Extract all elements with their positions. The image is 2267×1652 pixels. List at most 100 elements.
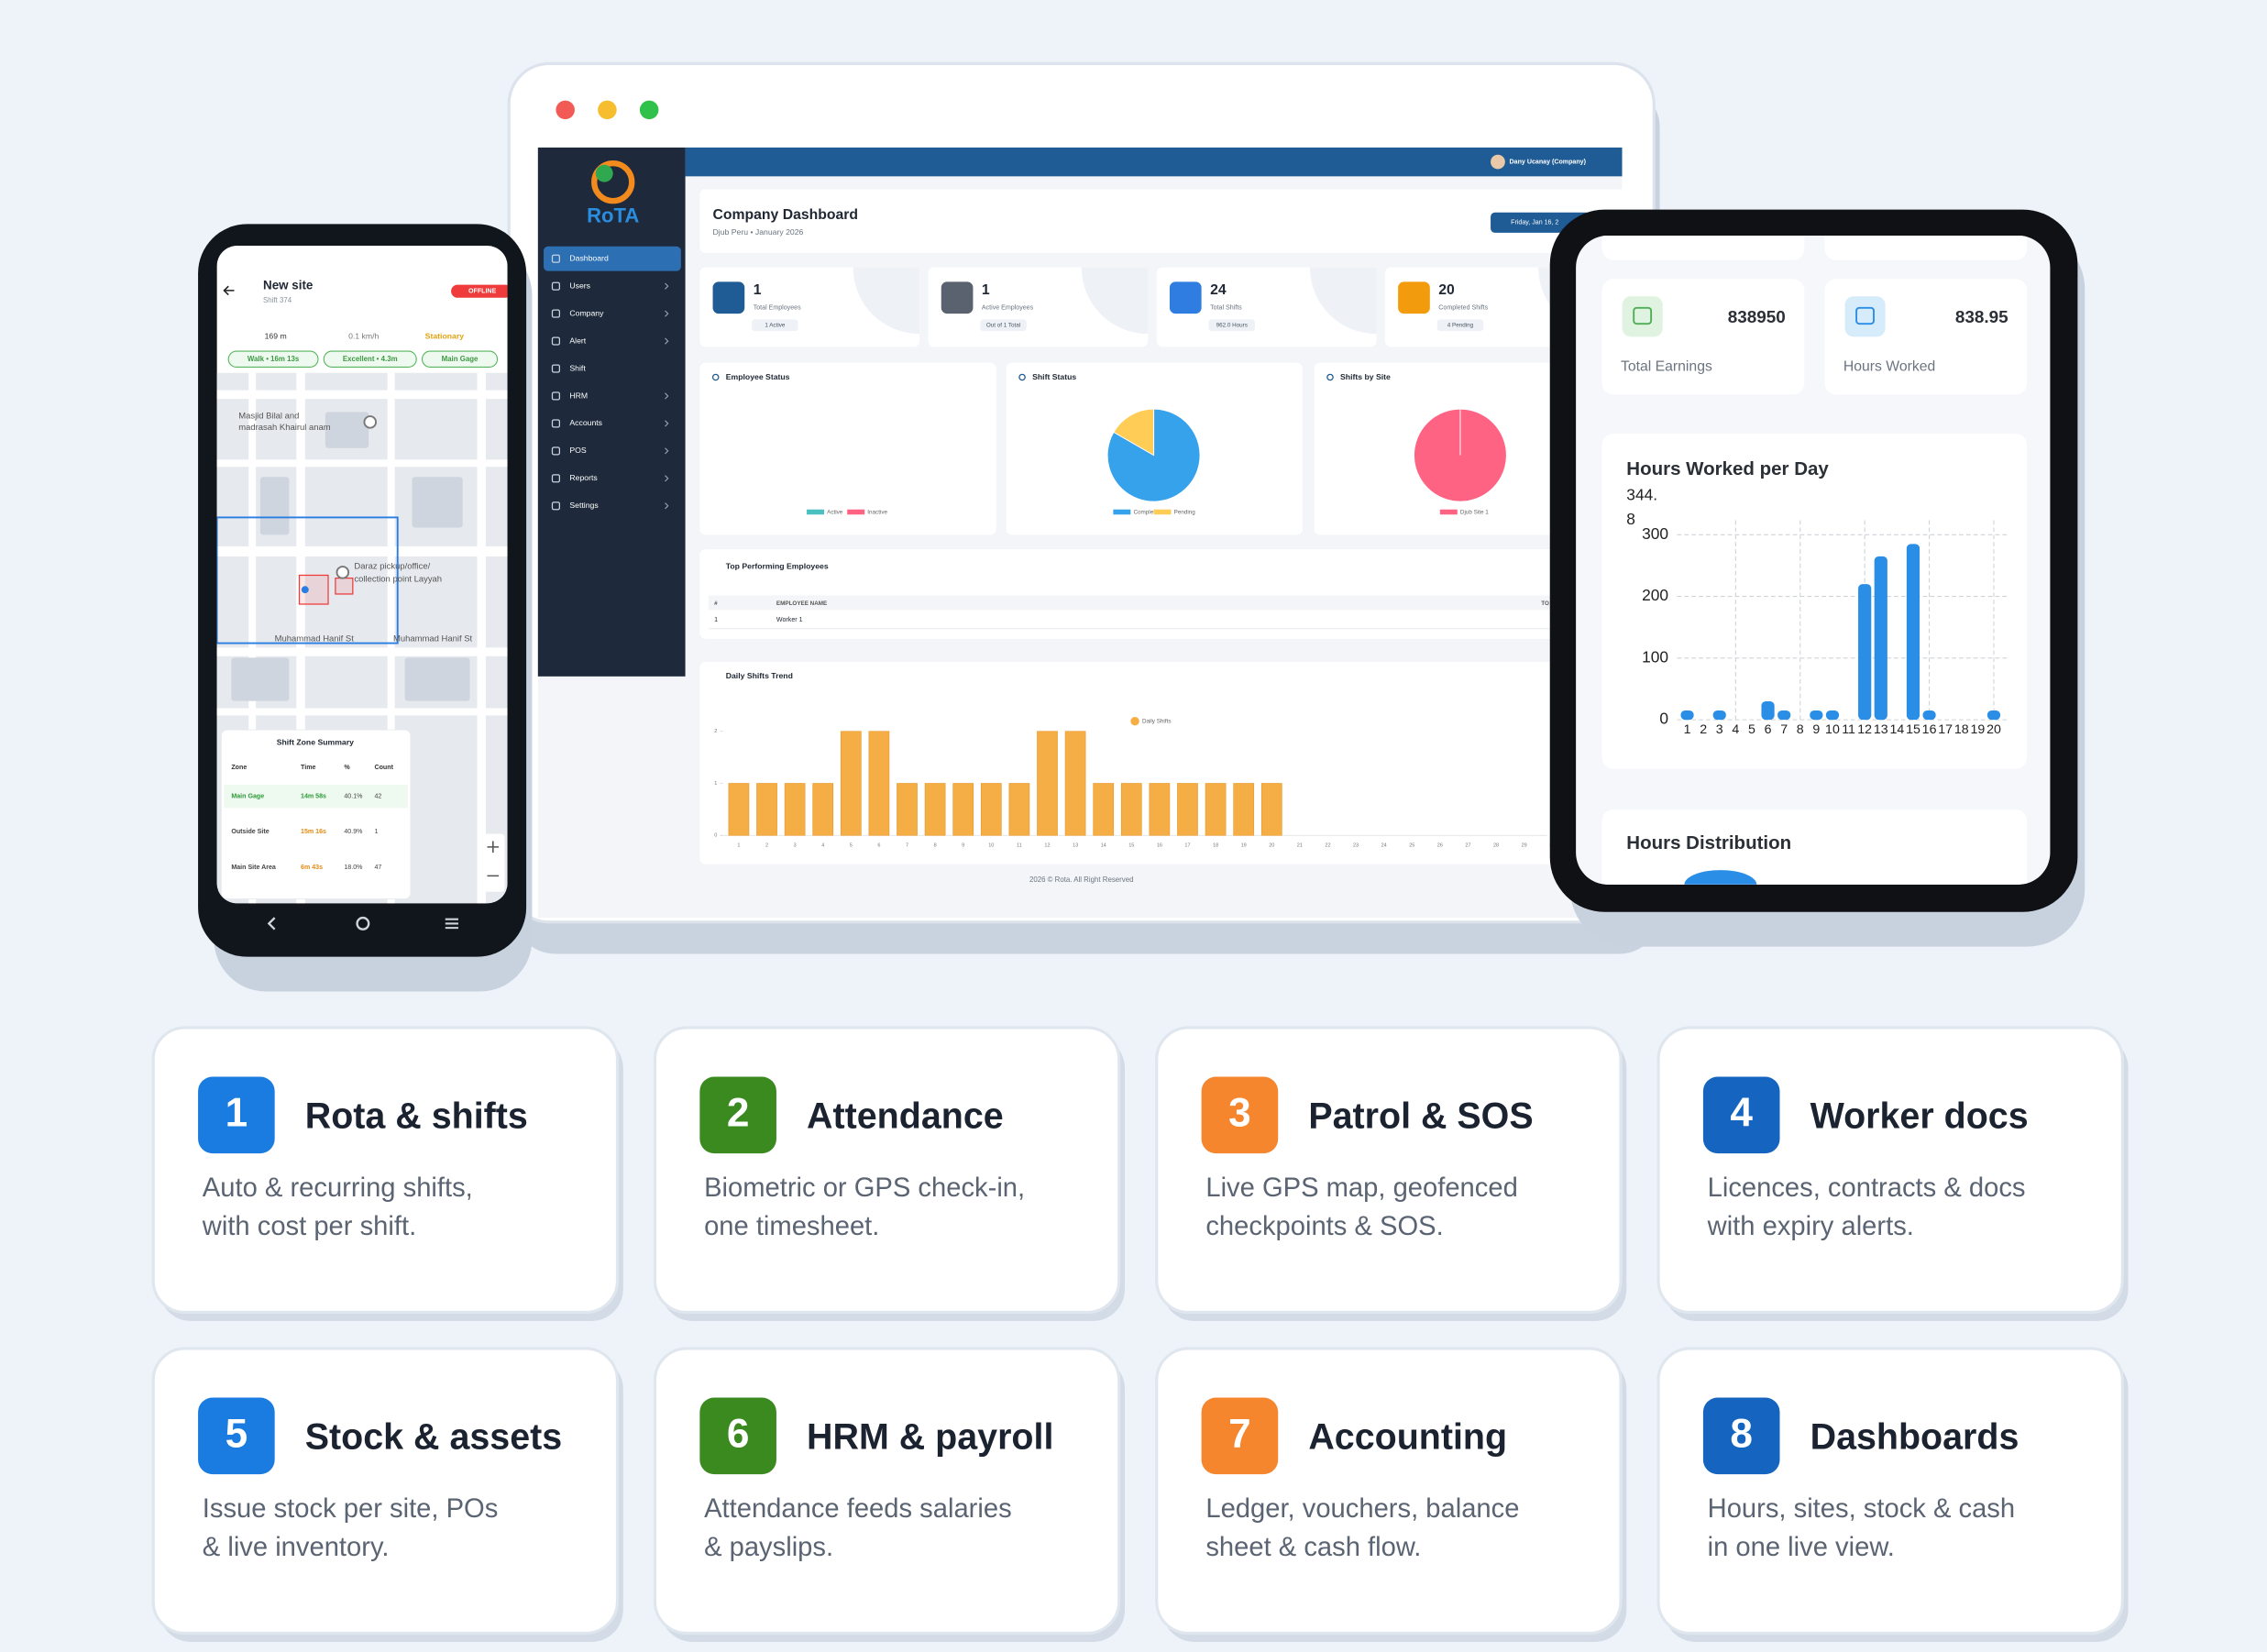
x-tick-label: 12 bbox=[1857, 722, 1872, 737]
back-arrow bbox=[223, 285, 235, 296]
badge-number: 5 bbox=[226, 1412, 248, 1457]
menu-item: Accounts bbox=[569, 418, 602, 427]
x-tick-label: 27 bbox=[1465, 843, 1470, 849]
feature-desc: & payslips. bbox=[704, 1533, 833, 1562]
legend-swatch bbox=[847, 509, 865, 515]
chart-title: Shift Status bbox=[1032, 372, 1076, 381]
menu-icon bbox=[551, 309, 560, 318]
page-title: Company Dashboard bbox=[713, 207, 858, 223]
stat-value: 1 bbox=[754, 282, 762, 298]
road bbox=[216, 390, 508, 400]
row-highlight bbox=[224, 785, 408, 809]
legend-label: Djub Site 1 bbox=[1460, 510, 1489, 516]
menu-item: Shift bbox=[569, 363, 586, 372]
bar bbox=[1986, 710, 2001, 721]
bar bbox=[1712, 710, 1726, 721]
summary-cell: 15m 16s bbox=[301, 828, 326, 835]
stat-decoration bbox=[1309, 267, 1377, 335]
metric: 169 m bbox=[265, 332, 287, 341]
feature-desc: Hours, sites, stock & cash bbox=[1708, 1494, 2015, 1524]
chart-panel bbox=[699, 362, 996, 535]
x-tick-label: 1 bbox=[737, 843, 740, 849]
x-tick-label: 17 bbox=[1184, 843, 1190, 849]
bar bbox=[1008, 783, 1030, 836]
feature-card bbox=[1656, 1347, 2124, 1635]
avatar bbox=[1491, 154, 1505, 170]
x-tick-label: 1 bbox=[1684, 722, 1691, 737]
date: Friday, Jan 16, 2 bbox=[1511, 219, 1558, 226]
menu-icon bbox=[551, 364, 560, 373]
x-tick-label: 22 bbox=[1325, 843, 1330, 849]
summary-cell: Main Gage bbox=[231, 793, 264, 800]
feature-title: Stock & assets bbox=[305, 1417, 562, 1458]
x-tick-label: 2 bbox=[1700, 722, 1707, 737]
stat-value: 1 bbox=[982, 282, 990, 298]
x-tick-label: 21 bbox=[1297, 843, 1303, 849]
chart-title: Daily Shifts Trend bbox=[726, 671, 793, 680]
stat-icon bbox=[1169, 281, 1202, 314]
legend-swatch bbox=[1130, 716, 1139, 726]
feature-title: HRM & payroll bbox=[807, 1417, 1053, 1458]
summary-header: Zone bbox=[231, 764, 247, 771]
stat-decoration bbox=[1081, 267, 1149, 335]
x-tick-label: 8 bbox=[1797, 722, 1804, 737]
map-label: Masjid Bilal and bbox=[238, 412, 299, 422]
bar bbox=[812, 783, 834, 836]
menu-icon bbox=[551, 336, 560, 346]
badge bbox=[1201, 1076, 1279, 1154]
menu-icon bbox=[551, 254, 560, 263]
feature-title: Dashboards bbox=[1810, 1417, 2019, 1458]
menu-item: Settings bbox=[569, 501, 599, 510]
sidebar bbox=[537, 147, 686, 677]
card-partial bbox=[1824, 235, 2028, 260]
menu-item: Company bbox=[569, 308, 604, 317]
x-tick-label: 9 bbox=[962, 843, 964, 849]
x-tick-label: 10 bbox=[1825, 722, 1840, 737]
chart-icon bbox=[711, 373, 720, 381]
stat-label: Completed Shifts bbox=[1438, 304, 1488, 312]
menu-icon bbox=[551, 474, 560, 483]
x-tick-label: 14 bbox=[1889, 722, 1904, 737]
stat-label: Hours Worked bbox=[1843, 359, 1935, 375]
badge bbox=[1702, 1397, 1780, 1475]
x-tick-label: 8 bbox=[934, 843, 937, 849]
chevron bbox=[665, 420, 669, 427]
map-label: madrasah Khairul anam bbox=[238, 423, 331, 433]
x-tick-label: 20 bbox=[1269, 843, 1274, 849]
badge bbox=[198, 1397, 275, 1475]
x-tick-label: 3 bbox=[1716, 722, 1723, 737]
top-bar bbox=[685, 147, 1623, 177]
summary-title: Shift Zone Summary bbox=[277, 738, 354, 747]
road bbox=[216, 545, 508, 556]
chevron bbox=[665, 282, 669, 290]
table-cell: 1 bbox=[714, 616, 718, 623]
logo-mark bbox=[595, 164, 613, 182]
road bbox=[216, 708, 508, 716]
section-card bbox=[1601, 809, 2028, 885]
user-name: Dany Ucanay (Company) bbox=[1510, 158, 1586, 165]
bar bbox=[1858, 584, 1872, 721]
badge bbox=[198, 1076, 275, 1154]
bar bbox=[1037, 731, 1058, 836]
badge bbox=[699, 1397, 776, 1475]
menu-item: Reports bbox=[569, 473, 598, 482]
chart-icon bbox=[1018, 373, 1026, 381]
feature-desc: & live inventory. bbox=[203, 1533, 390, 1562]
summary-cell: 40.1% bbox=[344, 793, 363, 800]
legend-label: Daily Shifts bbox=[1142, 718, 1172, 724]
menu-item: Dashboard bbox=[569, 254, 609, 263]
feature-desc: in one live view. bbox=[1708, 1533, 1895, 1562]
summary-cell: Outside Site bbox=[231, 828, 269, 835]
metric: Stationary bbox=[425, 332, 465, 341]
x-tick-label: 23 bbox=[1353, 843, 1359, 849]
x-tick-label: 5 bbox=[850, 843, 853, 849]
chevron bbox=[665, 310, 669, 317]
feature-card bbox=[151, 1026, 620, 1315]
table-title: Top Performing Employees bbox=[726, 561, 829, 570]
summary-cell: 40.9% bbox=[344, 828, 363, 835]
road bbox=[216, 647, 508, 656]
screen-subtitle: Shift 374 bbox=[263, 296, 292, 304]
bar bbox=[1260, 783, 1282, 836]
summary-card bbox=[220, 729, 412, 900]
